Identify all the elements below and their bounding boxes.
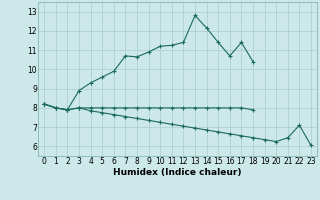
X-axis label: Humidex (Indice chaleur): Humidex (Indice chaleur) — [113, 168, 242, 177]
